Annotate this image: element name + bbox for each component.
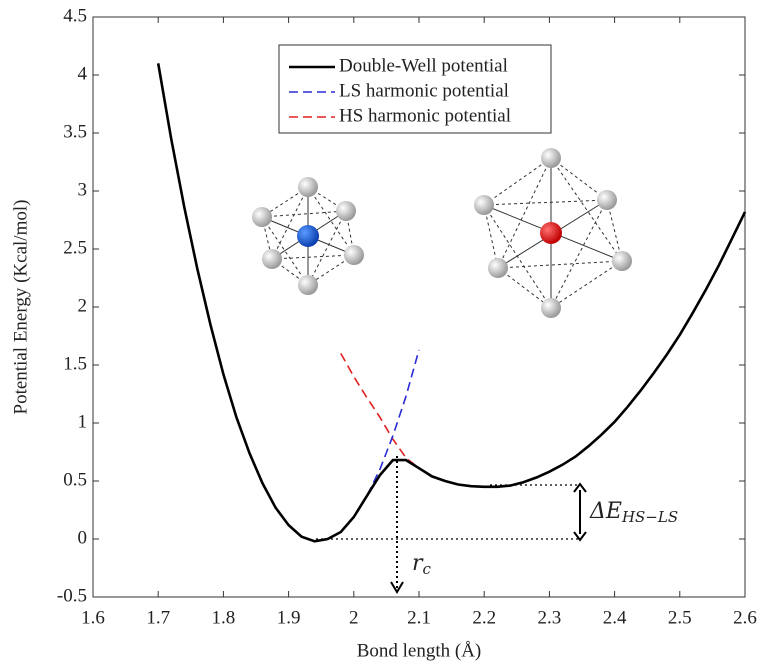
rc-main: r — [412, 551, 424, 576]
rc-sub: c — [423, 560, 432, 578]
y-tick-label: 4 — [78, 63, 88, 84]
x-tick-label: 2.1 — [407, 607, 431, 628]
annotation-lines — [316, 456, 587, 594]
delta-e-main: ΔE — [589, 499, 622, 524]
series-line — [157, 63, 420, 543]
legend-label: LS harmonic potential — [339, 80, 509, 101]
y-tick-label: 0 — [78, 527, 88, 548]
y-tick-label: 0.5 — [63, 469, 87, 490]
y-tick-label: 2.5 — [63, 237, 87, 258]
x-tick-label: 2.5 — [668, 607, 692, 628]
y-tick-label: 3 — [78, 179, 88, 200]
rc-label: rc — [412, 551, 432, 578]
x-tick-label: 2.2 — [472, 607, 496, 628]
y-axis-label: Potential Energy (Kcal/mol) — [10, 200, 31, 415]
x-tick-label: 1.8 — [212, 607, 236, 628]
x-tick-label: 2.6 — [733, 607, 757, 628]
series-line — [156, 63, 747, 543]
hs-molecule — [474, 148, 632, 318]
ls-molecule — [252, 177, 364, 295]
y-tick-label: 3.5 — [63, 121, 87, 142]
x-axis-label: Bond length (Å) — [357, 640, 482, 661]
x-tick-label: 2.3 — [538, 607, 562, 628]
plot-frame — [92, 16, 746, 598]
x-tick-label: 2 — [349, 607, 359, 628]
legend-label: Double-Well potential — [339, 55, 508, 76]
y-tick-label: 2 — [78, 295, 88, 316]
x-tick-label: 1.9 — [277, 607, 301, 628]
x-tick-label: 2.4 — [603, 607, 627, 628]
delta-e-sub: HS−LS — [621, 508, 678, 526]
y-tick-label: 1 — [78, 411, 88, 432]
legend: Double-Well potential LS harmonic potenti… — [278, 44, 552, 134]
delta-e-label: ΔEHS−LS — [589, 499, 678, 526]
legend-box — [278, 44, 552, 134]
legend-label: HS harmonic potential — [339, 105, 511, 126]
y-tick-label: 1.5 — [63, 353, 87, 374]
x-tick-label: 1.7 — [146, 607, 170, 628]
y-tick-label: 4.5 — [63, 5, 87, 26]
x-tick-label: 1.6 — [81, 607, 105, 628]
y-tick-label: -0.5 — [57, 585, 87, 606]
series-line — [340, 211, 746, 488]
